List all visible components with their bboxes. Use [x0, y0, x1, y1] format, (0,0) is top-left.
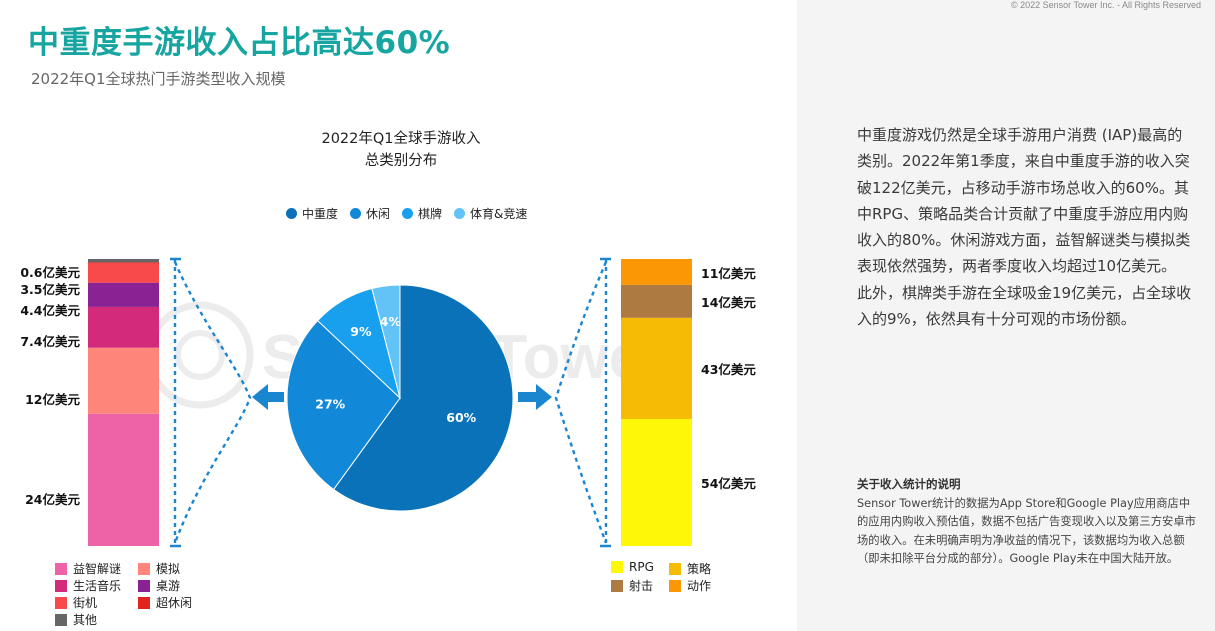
pie-legend-label-1: 休闲 — [366, 207, 391, 221]
right-legend-swatch-3 — [669, 579, 681, 592]
left-legend-label-2: 生活音乐 — [73, 579, 122, 593]
left-bar-label-2: 7.4亿美元 — [20, 334, 80, 349]
pie-legend-dot-2 — [402, 208, 414, 219]
pie-chart: 60% 27% 9% 4% — [286, 284, 514, 512]
left-legend-label-5: 超休闲 — [156, 596, 193, 610]
pie-legend-label-3: 体育&竞速 — [470, 207, 528, 221]
left-bar-segment-6 — [88, 259, 159, 263]
left-legend-item-0: 益智解谜 — [55, 560, 121, 577]
left-legend-label-4: 街机 — [73, 596, 98, 610]
left-bar-label-1: 12亿美元 — [25, 392, 80, 407]
left-legend-swatch-4 — [55, 596, 67, 609]
connector-6 — [554, 261, 608, 544]
note-title: 关于收入统计的说明 — [857, 477, 961, 491]
right-legend-item-2: 射击 — [611, 577, 653, 594]
pie-slice-1 — [286, 319, 401, 491]
left-bar-label-4: 3.5亿美元 — [20, 282, 80, 297]
left-legend-label-1: 模拟 — [156, 562, 181, 576]
connectors — [170, 257, 611, 548]
right-bar-segment-1 — [621, 317, 692, 419]
right-bar-segment-2 — [621, 284, 692, 318]
right-legend-item-3: 动作 — [669, 577, 711, 594]
left-legend-label-0: 益智解谜 — [73, 562, 122, 576]
pie-slice-label-1: 27% — [315, 397, 345, 412]
right-legend-label-0: RPG — [629, 560, 654, 574]
left-legend-item-5: 超休闲 — [138, 594, 192, 611]
note-body: Sensor Tower统计的数据为App Store和Google Play应… — [857, 497, 1196, 565]
left-bar-segment-2 — [88, 306, 159, 348]
left-legend-swatch-1 — [138, 562, 150, 575]
side-panel — [797, 0, 1215, 631]
left-legend-item-6: 其他 — [55, 611, 97, 628]
pie-legend-item-3: 体育&竞速 — [454, 205, 527, 222]
connector-3 — [252, 384, 284, 410]
page-title: 中重度手游收入占比高达60% — [28, 25, 451, 61]
description: 中重度游戏仍然是全球手游用户消费 (IAP)最高的类别。2022年第1季度，来自… — [857, 122, 1197, 332]
chart-title-line1: 2022年Q1全球手游收入 — [321, 131, 481, 147]
right-legend-swatch-0 — [611, 561, 623, 573]
left-bar-segment-3 — [88, 282, 159, 307]
connector-5 — [600, 257, 611, 548]
left-legend-swatch-0 — [55, 562, 67, 575]
pie-slice-label-3: 4% — [380, 314, 402, 329]
right-bar-segment-0 — [621, 418, 692, 546]
left-bar-segment-5 — [88, 262, 159, 264]
pie-legend-dot-0 — [286, 208, 297, 219]
right-legend-item-1: 策略 — [669, 560, 711, 577]
right-stacked-bar — [621, 259, 692, 546]
pie-slice-label-2: 9% — [350, 324, 372, 339]
chart-title-line2: 总类别分布 — [364, 153, 438, 169]
pie-legend-item-0: 中重度 — [286, 205, 338, 222]
left-bar-label-6: 0.6亿美元 — [20, 265, 80, 280]
left-legend-item-3: 桌游 — [138, 577, 180, 594]
left-legend-label-3: 桌游 — [156, 579, 181, 593]
right-bar-label-2: 14亿美元 — [701, 295, 756, 311]
left-bar-segment-0 — [88, 413, 159, 546]
right-legend-swatch-1 — [669, 562, 681, 575]
left-legend-swatch-2 — [55, 579, 67, 592]
chart-canvas: Sensor Tower 60%27%9%4% — [88, 257, 692, 548]
left-stacked-bar — [88, 259, 159, 546]
left-legend-swatch-6 — [55, 613, 67, 626]
left-legend-item-2: 生活音乐 — [55, 577, 121, 594]
pie-legend-item-2: 棋牌 — [402, 205, 442, 222]
left-legend-swatch-3 — [138, 579, 150, 592]
left-legend-swatch-5 — [138, 596, 150, 609]
left-legend-label-6: 其他 — [73, 613, 98, 627]
page-subtitle: 2022年Q1全球热门手游类型收入规模 — [31, 70, 286, 88]
description-paragraph-1: 中重度游戏仍然是全球手游用户消费 (IAP)最高的类别。2022年第1季度，来自… — [857, 126, 1191, 276]
left-bar-segment-4 — [88, 263, 159, 283]
left-bar-label-3: 4.4亿美元 — [20, 303, 80, 318]
copyright-text: © 2022 Sensor Tower Inc. - All Rights Re… — [1010, 0, 1201, 10]
pie-legend-item-1: 休闲 — [350, 205, 390, 222]
right-legend-label-3: 动作 — [687, 579, 712, 593]
connector-1 — [170, 257, 181, 548]
right-bar-label-1: 43亿美元 — [701, 362, 756, 378]
pie-slice-label-0: 60% — [446, 410, 476, 425]
description-paragraph-2: 此外，棋牌类手游在全球吸金19亿美元，占全球收入的9%，依然具有十分可观的市场份… — [857, 283, 1192, 329]
pie-legend-label-2: 棋牌 — [418, 207, 443, 221]
pie-legend-dot-3 — [454, 208, 466, 219]
right-legend-label-1: 策略 — [687, 562, 712, 576]
right-bar-label-3: 11亿美元 — [701, 265, 756, 281]
right-legend-item-0: RPG — [611, 560, 654, 574]
left-bar-segment-1 — [88, 347, 159, 414]
pie-slice-3 — [371, 284, 401, 399]
pie-legend: 中重度 休闲 棋牌 体育&竞速 — [286, 205, 527, 222]
right-bar-label-0: 54亿美元 — [701, 476, 756, 492]
left-bar-label-0: 24亿美元 — [25, 492, 80, 507]
left-legend-item-1: 模拟 — [138, 560, 180, 577]
connector-7 — [518, 384, 552, 410]
connector-2 — [173, 261, 252, 544]
pie-legend-label-0: 中重度 — [302, 207, 339, 221]
right-legend-swatch-2 — [611, 579, 623, 592]
right-legend-label-2: 射击 — [629, 579, 654, 593]
pie-slice-0 — [332, 284, 514, 512]
pie-legend-dot-1 — [350, 208, 362, 219]
right-bar-segment-3 — [621, 259, 692, 285]
left-legend-item-4: 街机 — [55, 594, 97, 611]
